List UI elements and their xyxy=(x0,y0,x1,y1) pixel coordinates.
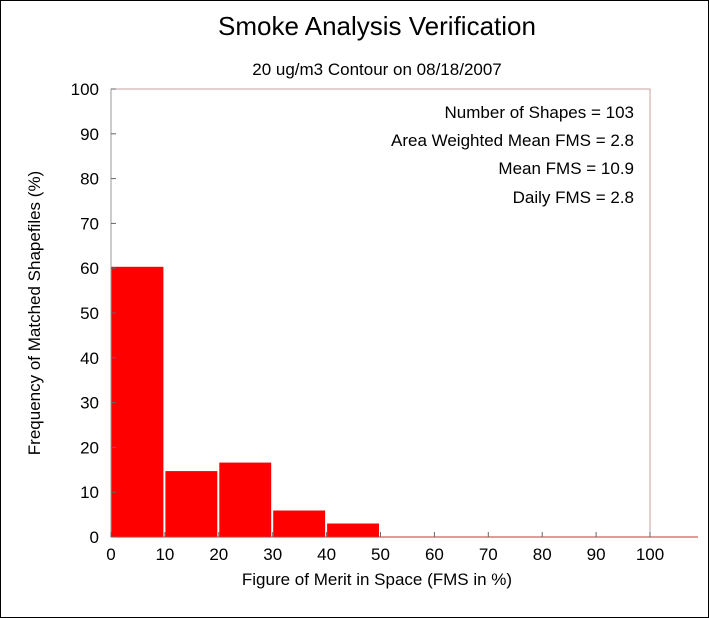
y-tick-label: 0 xyxy=(90,528,99,547)
stat-annotation: Area Weighted Mean FMS = 2.8 xyxy=(391,131,634,150)
histogram-bar xyxy=(327,523,380,538)
x-tick-label: 90 xyxy=(587,545,606,564)
y-tick-label: 50 xyxy=(80,304,99,323)
chart-subtitle: 20 ug/m3 Contour on 08/18/2007 xyxy=(252,60,502,79)
histogram-bar xyxy=(273,510,326,538)
histogram-bar xyxy=(165,471,218,538)
x-ticks-group: 0 10 20 30 40 50 60 70 80 90 100 xyxy=(106,532,664,564)
x-tick-label: 80 xyxy=(533,545,552,564)
y-tick-label: 70 xyxy=(80,214,99,233)
histogram-bar xyxy=(111,266,164,538)
y-tick-label: 40 xyxy=(80,349,99,368)
axes-group xyxy=(110,89,698,538)
y-ticks-group: 0 10 20 30 40 50 60 70 80 90 100 xyxy=(71,80,116,547)
x-tick-label: 70 xyxy=(479,545,498,564)
y-tick-label: 80 xyxy=(80,170,99,189)
y-tick-label: 100 xyxy=(71,80,99,99)
bars-group xyxy=(111,266,380,538)
x-tick-label: 50 xyxy=(371,545,390,564)
x-tick-label: 10 xyxy=(155,545,174,564)
plot-area xyxy=(110,88,651,538)
x-tick-label: 40 xyxy=(317,545,336,564)
stat-annotation: Number of Shapes = 103 xyxy=(445,103,634,122)
x-axis-label: Figure of Merit in Space (FMS in %) xyxy=(242,570,512,589)
x-tick-label: 60 xyxy=(425,545,444,564)
stat-annotation: Mean FMS = 10.9 xyxy=(498,159,634,178)
chart-title: Smoke Analysis Verification xyxy=(218,11,536,41)
x-tick-label: 0 xyxy=(106,545,115,564)
y-tick-label: 20 xyxy=(80,438,99,457)
y-tick-label: 30 xyxy=(80,394,99,413)
y-tick-label: 60 xyxy=(80,259,99,278)
y-axis-label: Frequency of Matched Shapefiles (%) xyxy=(25,171,44,455)
x-tick-label: 100 xyxy=(636,545,664,564)
x-tick-label: 30 xyxy=(263,545,282,564)
y-tick-label: 10 xyxy=(80,483,99,502)
y-tick-label: 90 xyxy=(80,125,99,144)
stat-annotation: Daily FMS = 2.8 xyxy=(513,188,634,207)
histogram-bar xyxy=(219,462,272,538)
x-tick-label: 20 xyxy=(209,545,228,564)
stats-group: Number of Shapes = 103 Area Weighted Mean… xyxy=(391,103,634,207)
